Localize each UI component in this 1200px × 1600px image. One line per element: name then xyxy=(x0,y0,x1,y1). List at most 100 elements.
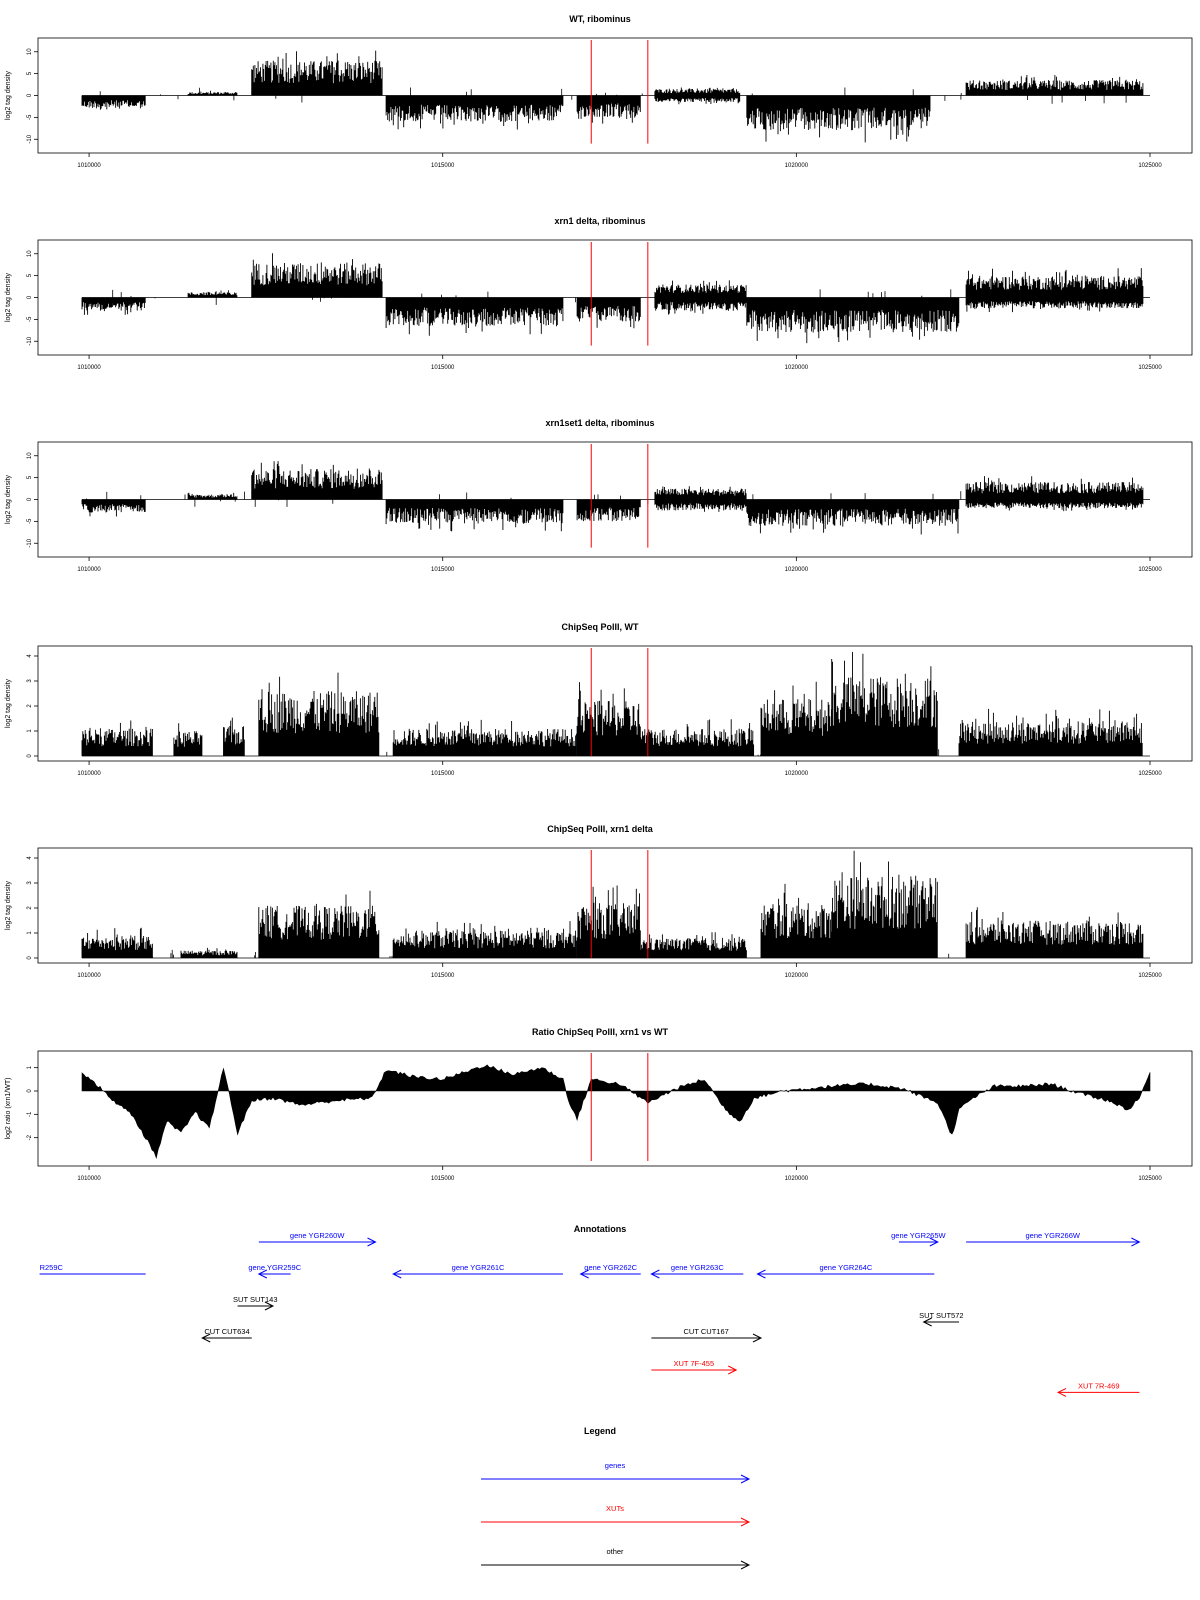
signal-segment-8 xyxy=(746,499,960,535)
panel-title: xrn1 delta, ribominus xyxy=(554,216,645,226)
plot-area xyxy=(81,461,1150,535)
x-tick-label: 1010000 xyxy=(77,1176,101,1182)
signal-segment-3 xyxy=(251,253,383,298)
legend-arrow-1-head xyxy=(740,1474,751,1484)
legend-arrow-2-head xyxy=(740,1517,751,1527)
signal-segment-5 xyxy=(576,885,641,958)
signal-segment-1 xyxy=(81,499,146,517)
signal-segment-9 xyxy=(965,268,1144,298)
signal-segment-8 xyxy=(746,297,960,344)
x-tick-label: 1010000 xyxy=(77,567,101,573)
feature-3-head xyxy=(257,1269,268,1279)
feature-label: gene YGR266W xyxy=(1026,1231,1081,1240)
y-axis-label: log2 tag density xyxy=(5,474,12,524)
y-tick-label: 0 xyxy=(27,1089,33,1093)
panel-title: xrn1set1 delta, ribominus xyxy=(545,418,654,428)
feature-label: XUT 7F-455 xyxy=(673,1359,714,1368)
x-tick-label: 1025000 xyxy=(1138,973,1162,979)
feature-label: XUT 7R-469 xyxy=(1078,1381,1120,1390)
panel-3: xrn1set1 delta, ribominus log2 tag densit… xyxy=(5,418,1193,573)
x-tick-label: 1020000 xyxy=(785,771,809,777)
signal-segment-6 xyxy=(576,682,641,756)
feature-4-head xyxy=(392,1269,402,1279)
signal-segment-6 xyxy=(654,87,741,96)
annotations-title: Annotations xyxy=(574,1224,627,1234)
y-tick-label: 5 xyxy=(27,273,33,277)
signal-segment-6 xyxy=(654,280,747,298)
feature-13-head xyxy=(922,1317,932,1327)
y-axis-label: log2 tag density xyxy=(5,678,12,728)
signal-segment-7 xyxy=(760,883,832,958)
y-tick-label: 1 xyxy=(27,1065,33,1069)
feature-9-head xyxy=(1131,1237,1141,1247)
feature-label: gene YGR263C xyxy=(671,1263,724,1272)
legend-title: Legend xyxy=(584,1426,616,1436)
x-tick-label: 1020000 xyxy=(785,163,809,169)
signal-segment-7 xyxy=(654,95,741,105)
y-axis-label: log2 tag density xyxy=(5,272,12,322)
y-tick-label: 10 xyxy=(27,48,33,55)
x-tick-label: 1025000 xyxy=(1138,365,1162,371)
signal-segment-4 xyxy=(385,499,564,532)
panel-5: ChipSeq PolII, xrn1 delta log2 tag densit… xyxy=(5,824,1193,979)
legend-label: other xyxy=(606,1547,624,1556)
feature-label: SUT SUT572 xyxy=(919,1311,963,1320)
feature-label: gene YGR260W xyxy=(290,1231,345,1240)
panel-title: ChipSeq PolII, WT xyxy=(562,622,639,632)
feature-6-head xyxy=(650,1269,660,1279)
signal-segment-9 xyxy=(965,476,1144,500)
x-tick-label: 1020000 xyxy=(785,567,809,573)
plot-area xyxy=(81,1064,1151,1160)
feature-10-head xyxy=(264,1301,275,1311)
y-tick-label: 3 xyxy=(27,679,33,683)
y-tick-label: -10 xyxy=(27,336,33,345)
y-tick-label: -10 xyxy=(27,538,33,547)
feature-2-head xyxy=(367,1237,377,1247)
feature-label: gene YGR265W xyxy=(891,1231,946,1240)
plot-frame xyxy=(37,645,1193,762)
signal-segment-5 xyxy=(392,719,577,756)
signal-segment-2 xyxy=(187,291,238,298)
y-tick-label: 5 xyxy=(27,71,33,75)
plot-frame xyxy=(37,1050,1193,1167)
x-tick-label: 1015000 xyxy=(431,163,455,169)
feature-12-head xyxy=(752,1333,763,1343)
y-tick-label: 0 xyxy=(27,93,33,97)
x-tick-label: 1015000 xyxy=(431,567,455,573)
feature-7-head xyxy=(756,1269,766,1279)
signal-segment-8 xyxy=(831,850,938,958)
y-tick-label: 2 xyxy=(27,906,33,910)
feature-label: gene YGR259C xyxy=(248,1263,301,1272)
y-tick-label: 10 xyxy=(27,250,33,257)
signal-segment-6 xyxy=(654,486,747,500)
panel-title: Ratio ChipSeq PolII, xrn1 vs WT xyxy=(532,1027,669,1037)
signal-segment-8 xyxy=(760,681,832,756)
y-tick-label: 1 xyxy=(27,931,33,935)
signal-segment-5 xyxy=(576,95,641,124)
x-tick-label: 1015000 xyxy=(431,771,455,777)
x-tick-label: 1020000 xyxy=(785,365,809,371)
signal-sparse xyxy=(112,747,1137,756)
x-tick-label: 1025000 xyxy=(1138,163,1162,169)
signal-segment-9 xyxy=(831,651,938,756)
signal-segment-10 xyxy=(965,297,1144,313)
feature-5-head xyxy=(579,1269,589,1279)
signal-segment-1 xyxy=(81,95,146,110)
y-tick-label: 0 xyxy=(27,497,33,501)
signal-segment-3 xyxy=(251,461,383,500)
y-tick-label: -5 xyxy=(27,518,33,524)
signal-segment-9 xyxy=(965,907,1144,958)
x-tick-label: 1025000 xyxy=(1138,771,1162,777)
feature-label: gene YGR264C xyxy=(819,1263,872,1272)
plot-area xyxy=(81,253,1150,344)
feature-14-head xyxy=(728,1365,738,1375)
y-tick-label: -2 xyxy=(27,1134,33,1140)
y-tick-label: -10 xyxy=(27,134,33,143)
feature-11-head xyxy=(201,1333,211,1343)
y-tick-label: 5 xyxy=(27,475,33,479)
legend-label: XUTs xyxy=(606,1504,624,1513)
legend-arrow-3-head xyxy=(740,1560,751,1570)
x-tick-label: 1010000 xyxy=(77,365,101,371)
y-axis-label: log2 tag density xyxy=(5,880,12,930)
